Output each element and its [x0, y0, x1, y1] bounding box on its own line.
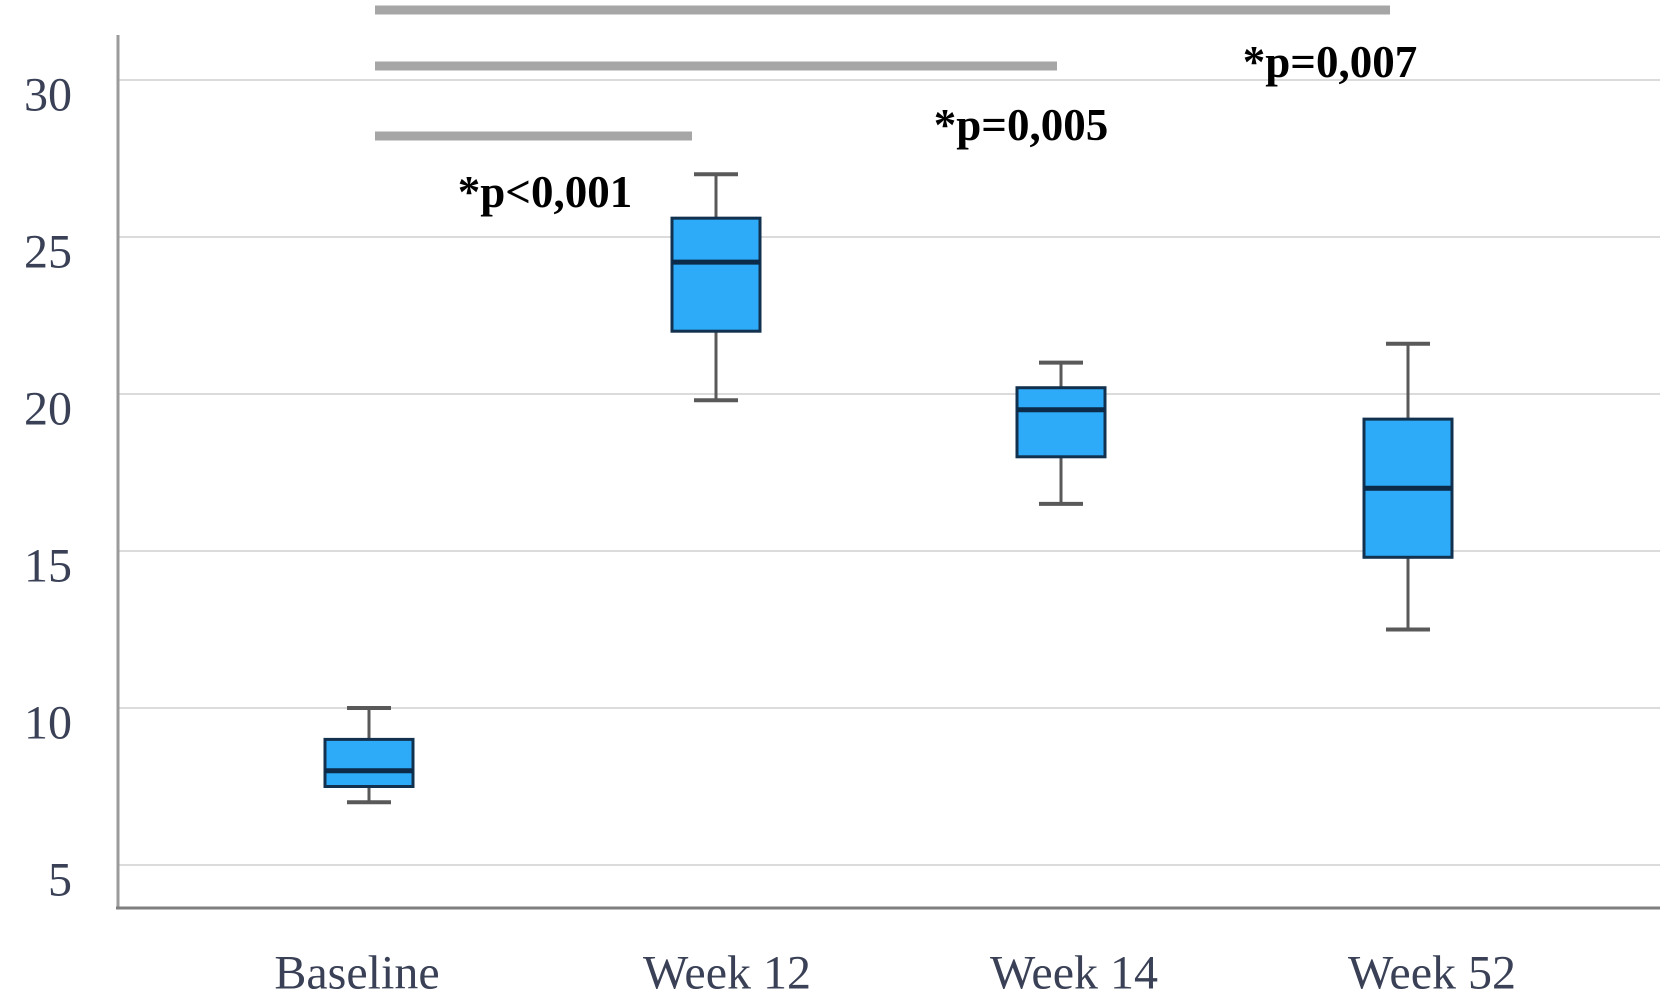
- significance-label-baseline-week-12: *p<0,001: [458, 167, 632, 217]
- y-tick-label-30: 30: [24, 69, 72, 122]
- significance-bracket-baseline-week-14: [375, 61, 1057, 71]
- y-tick-label-10: 10: [24, 697, 72, 750]
- significance-label-baseline-week-14: *p=0,005: [934, 100, 1108, 150]
- y-tick-label-20: 20: [24, 383, 72, 436]
- box-week-14: [1015, 386, 1107, 459]
- significance-bracket-baseline-week-12: [375, 131, 692, 141]
- x-category-label-baseline: Baseline: [274, 947, 439, 1000]
- x-category-label-week-52: Week 52: [1348, 947, 1516, 1000]
- x-category-label-week-14: Week 14: [990, 947, 1158, 1000]
- y-tick-label-25: 25: [24, 226, 72, 279]
- box-week-12: [670, 216, 762, 333]
- y-tick-label-15: 15: [24, 540, 72, 593]
- box-baseline: [323, 737, 415, 789]
- y-tick-label-5: 5: [48, 854, 72, 907]
- significance-label-baseline-week-52: *p=0,007: [1243, 37, 1417, 87]
- x-category-label-week-12: Week 12: [643, 947, 811, 1000]
- significance-bracket-baseline-week-52: [375, 5, 1390, 15]
